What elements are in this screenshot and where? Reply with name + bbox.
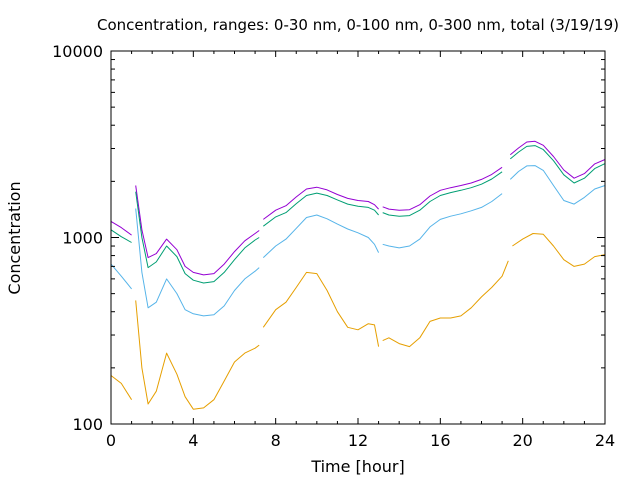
x-tick-label: 16 xyxy=(430,431,450,450)
series-4-line-segment-3 xyxy=(262,271,380,347)
series-4-line-segment-1 xyxy=(110,375,133,400)
series-4-line-segment-5 xyxy=(512,233,606,267)
x-axis-label: Time [hour] xyxy=(310,457,404,476)
chart-title: Concentration, ranges: 0-30 nm, 0-100 nm… xyxy=(97,16,619,34)
series-1-line-segment-4 xyxy=(382,166,503,211)
series-3-line-segment-2 xyxy=(135,208,260,317)
series-3-line-segment-5 xyxy=(509,165,606,205)
y-tick-label: 100 xyxy=(72,415,103,434)
x-tick-label: 24 xyxy=(595,431,615,450)
ticks-layer: 0 4 8 12 16 20 24 100 1000 10000 xyxy=(52,42,615,450)
series-2-line-segment-2 xyxy=(135,191,260,284)
series-2-line-segment-1 xyxy=(110,229,132,243)
plot-frame xyxy=(110,50,606,425)
series-3-line-segment-3 xyxy=(262,214,380,258)
y-axis-label: Concentration xyxy=(5,181,24,294)
series-2-line-segment-4 xyxy=(382,171,503,217)
x-tick-label: 0 xyxy=(106,431,116,450)
series-4-line-segment-4 xyxy=(382,260,509,348)
series-3-line-segment-1 xyxy=(110,263,132,290)
series-layer xyxy=(110,140,606,410)
series-1-line-segment-3 xyxy=(263,186,379,220)
series-2-line-segment-5 xyxy=(509,145,606,184)
x-tick-label: 12 xyxy=(348,431,368,450)
y-tick-label: 1000 xyxy=(62,229,103,248)
series-1-line-segment-2 xyxy=(135,185,260,276)
x-tick-label: 8 xyxy=(271,431,281,450)
series-3-line-segment-4 xyxy=(382,193,503,249)
x-tick-label: 20 xyxy=(512,431,532,450)
series-2-line-segment-3 xyxy=(262,192,379,227)
series-1-line-segment-5 xyxy=(509,140,606,179)
y-tick-label: 10000 xyxy=(52,42,103,61)
series-1-line-segment-1 xyxy=(110,220,132,236)
series-4-line-segment-2 xyxy=(135,300,260,410)
x-tick-label: 4 xyxy=(188,431,198,450)
